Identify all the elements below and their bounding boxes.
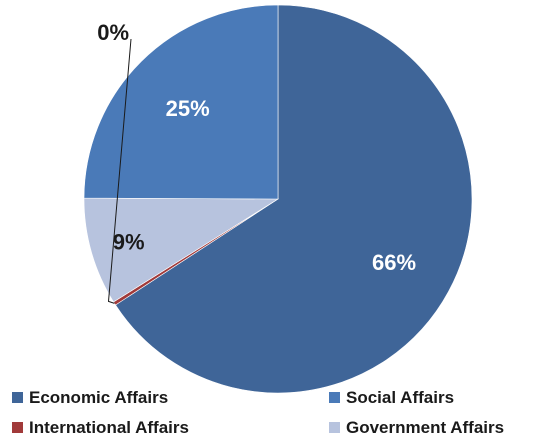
slice-government-affairs [83,197,280,303]
data-label-economic-affairs: 66% [372,250,416,275]
legend-label-international-affairs: International Affairs [29,418,189,437]
slice-social-affairs [83,4,279,200]
legend-label-social-affairs: Social Affairs [346,388,454,407]
legend-swatch-economic-affairs [12,392,23,403]
pie-data-labels: 66% 0% 9% 25% [97,20,416,304]
chart-legend: Economic Affairs Social Affairs Internatio… [12,388,504,437]
legend-swatch-international-affairs [12,422,23,433]
legend-label-economic-affairs: Economic Affairs [29,388,168,407]
leader-line-international-affairs [107,38,132,304]
data-label-social-affairs: 25% [166,96,210,121]
data-label-government-affairs: 9% [113,230,145,255]
legend-swatch-social-affairs [329,392,340,403]
data-label-international-affairs: 0% [97,20,129,45]
slice-economic-affairs [115,4,473,394]
legend-label-government-affairs: Government Affairs [346,418,504,437]
pie-slices [83,4,473,394]
legend-swatch-government-affairs [329,422,340,433]
